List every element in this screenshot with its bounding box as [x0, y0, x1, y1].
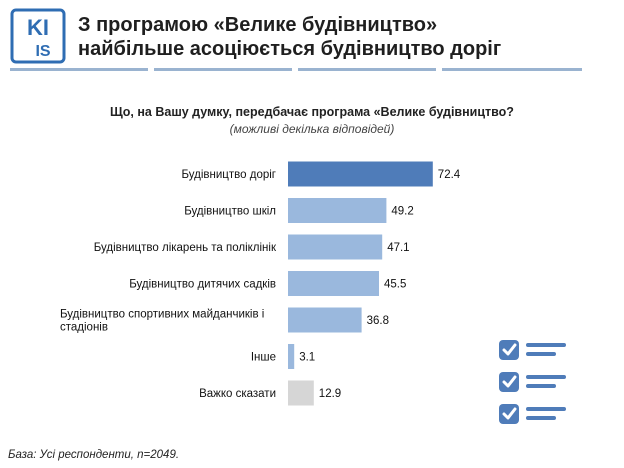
- category-label-6: Інше: [251, 352, 276, 364]
- value-label-3: 47.1: [387, 242, 409, 254]
- chart-subtitle: (можливі декілька відповідей): [229, 122, 395, 136]
- logo-text-bottom: IS: [35, 43, 50, 60]
- header-rule-2: [154, 68, 292, 71]
- checklist-row-3: [499, 404, 566, 424]
- value-label-5: 36.8: [367, 315, 389, 327]
- value-label-6: 3.1: [299, 352, 315, 364]
- value-label-1: 72.4: [438, 169, 461, 181]
- logo-text-top: KI: [27, 15, 49, 40]
- header-rule-3: [298, 68, 436, 71]
- checklist-row-1: [499, 340, 566, 360]
- page-title: З програмою «Велике будівництво» найбіль…: [78, 13, 501, 61]
- bar-1: [288, 161, 433, 187]
- bar-3: [288, 234, 383, 260]
- chart-title: Що, на Вашу думку, передбачає програма «…: [110, 105, 514, 119]
- value-label-7: 12.9: [319, 388, 341, 400]
- title-line-2: найбільше асоціюється будівництво доріг: [78, 38, 502, 60]
- category-label-3: Будівництво лікарень та поліклінік: [94, 242, 277, 254]
- footnote: База: Усі респонденти, n=2049.: [8, 449, 180, 461]
- category-label-4: Будівництво дитячих садків: [129, 279, 276, 291]
- logo-frame: [10, 8, 66, 64]
- category-label-7: Важко сказати: [199, 388, 276, 400]
- category-label-1: Будівництво доріг: [182, 169, 277, 181]
- bar-5: [288, 307, 362, 333]
- bar-chart: 72.4 Будівництво доріг 49.2 Будівництво шкі…: [60, 161, 461, 406]
- kiis-logo: KI IS: [10, 8, 66, 64]
- header-rule-4: [442, 68, 582, 71]
- bar-4: [288, 271, 379, 296]
- bar-6: [288, 344, 295, 369]
- checklist-row-2: [499, 372, 566, 392]
- checklist-icon: [499, 340, 566, 424]
- title-line-1: З програмою «Велике будівництво»: [78, 14, 438, 36]
- value-label-2: 49.2: [391, 206, 413, 218]
- header-rule-1: [10, 68, 148, 71]
- category-label-2: Будівництво шкіл: [184, 206, 276, 218]
- category-label-5: Будівництво спортивних майданчиків і стад…: [60, 309, 264, 334]
- bar-2: [288, 198, 387, 223]
- value-label-4: 45.5: [384, 279, 406, 291]
- bar-7: [288, 380, 314, 406]
